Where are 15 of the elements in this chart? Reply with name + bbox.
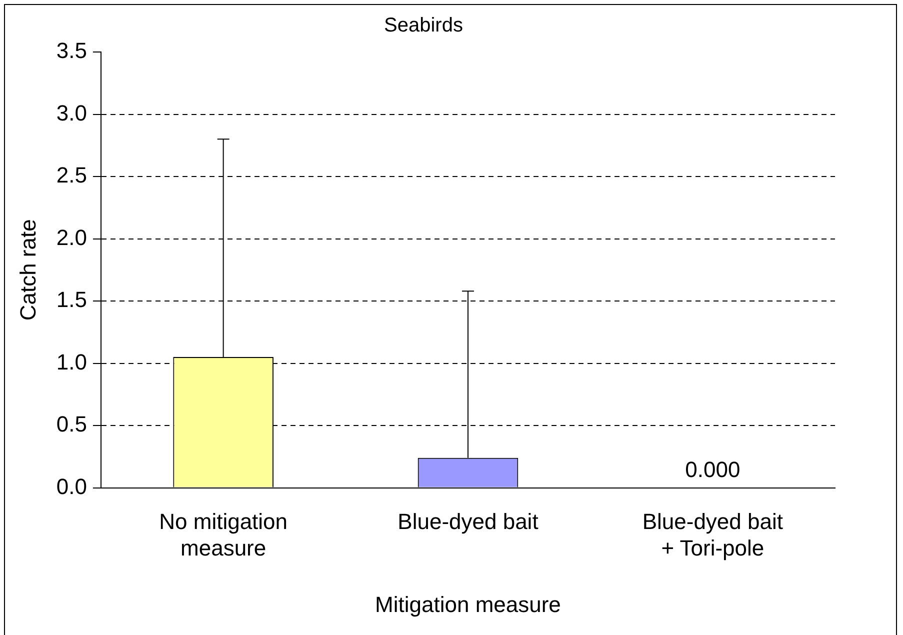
x-tick-label: Blue-dyed bait + Tori-pole [642, 509, 783, 560]
x-axis-title: Mitigation measure [375, 592, 561, 617]
y-tick-label: 3.5 [56, 38, 87, 64]
y-tick-label: 1.5 [56, 287, 87, 312]
y-tick-label: 0.0 [56, 474, 87, 499]
y-tick-label: 0.5 [56, 412, 87, 437]
chart-title: Seabirds [384, 14, 463, 37]
y-tick-label: 3.0 [56, 100, 87, 126]
y-axis-title: Catch rate [15, 219, 40, 321]
x-tick-label: No mitigation measure [159, 509, 288, 560]
y-tick-label: 1.0 [56, 349, 87, 374]
x-tick-label: Blue-dyed bait [398, 509, 538, 534]
y-tick-label: 2.5 [56, 162, 87, 188]
data-label: 0.000 [685, 456, 740, 482]
y-tick-label: 2.0 [56, 224, 87, 250]
